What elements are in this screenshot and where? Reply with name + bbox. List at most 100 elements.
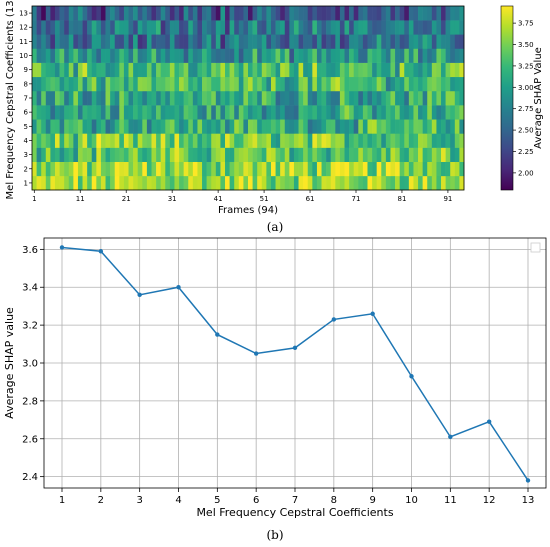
heatmap-cell <box>354 48 359 62</box>
heatmap-cell <box>372 48 377 62</box>
heatmap-cell <box>202 91 207 105</box>
heatmap-cell <box>115 162 120 176</box>
heatmap-cell <box>377 162 382 176</box>
heatmap-cell <box>303 77 308 91</box>
heatmap-cell <box>87 162 92 176</box>
heatmap-cell <box>289 162 294 176</box>
heatmap-cell <box>441 119 446 133</box>
heatmap-cell <box>285 34 290 48</box>
heatmap-cell <box>50 20 55 34</box>
heatmap-cell <box>239 91 244 105</box>
heatmap-cell <box>358 119 363 133</box>
heatmap-cell <box>184 34 189 48</box>
heatmap-cell <box>390 48 395 62</box>
heatmap-cell <box>285 148 290 162</box>
heatmap-cell <box>165 133 170 147</box>
heatmap-cell <box>83 20 88 34</box>
heatmap-cell <box>32 77 37 91</box>
heatmap-cell <box>450 77 455 91</box>
heatmap-cell <box>390 119 395 133</box>
heatmap-cell <box>211 133 216 147</box>
heatmap-cell <box>459 105 464 119</box>
heatmap-cell <box>349 133 354 147</box>
heatmap-cell <box>37 6 42 20</box>
heatmap-cell <box>197 91 202 105</box>
heatmap-cell <box>409 119 414 133</box>
heatmap-cell <box>262 63 267 77</box>
heatmap-cell <box>106 119 111 133</box>
heatmap-cell <box>193 105 198 119</box>
heatmap-cell <box>147 63 152 77</box>
heatmap-cell <box>289 133 294 147</box>
heatmap-cell <box>129 20 134 34</box>
heatmap-cell <box>317 63 322 77</box>
heatmap-cell <box>147 148 152 162</box>
heatmap-cell <box>151 119 156 133</box>
heatmap-cell <box>404 148 409 162</box>
heatmap-cell <box>87 176 92 190</box>
heatmap-cell <box>340 34 345 48</box>
heatmap-cell <box>441 48 446 62</box>
heatmap-cell <box>202 6 207 20</box>
heatmap-cell <box>184 20 189 34</box>
heatmap-cell <box>381 77 386 91</box>
heatmap-cell <box>161 34 166 48</box>
heatmap-cell <box>156 119 161 133</box>
heatmap-cell <box>423 48 428 62</box>
heatmap-cell <box>312 20 317 34</box>
heatmap-cell <box>197 176 202 190</box>
heatmap-cell <box>276 162 281 176</box>
heatmap-cell <box>202 176 207 190</box>
heatmap-cell <box>390 63 395 77</box>
heatmap-cell <box>312 162 317 176</box>
heatmap-cell <box>299 162 304 176</box>
heatmap-cell <box>262 148 267 162</box>
heatmap-cell <box>96 20 101 34</box>
heatmap-cell <box>436 162 441 176</box>
heatmap-cell <box>216 6 221 20</box>
heatmap-cell <box>299 6 304 20</box>
colorbar-tick-label: 2.00 <box>518 169 534 177</box>
heatmap-cell <box>119 6 124 20</box>
heatmap-cell <box>73 63 78 77</box>
colorbar: 2.002.252.502.753.003.253.503.75 Average… <box>501 6 544 190</box>
heatmap-cell <box>151 148 156 162</box>
heatmap-cell <box>248 119 253 133</box>
heatmap-cell <box>138 63 143 77</box>
heatmap-cell <box>432 91 437 105</box>
heatmap-cell <box>423 6 428 20</box>
heatmap-cell <box>303 119 308 133</box>
heatmap-cell <box>331 176 336 190</box>
heatmap-cell <box>354 119 359 133</box>
heatmap-cell <box>446 77 451 91</box>
heatmap-cell <box>202 133 207 147</box>
heatmap-cell <box>294 77 299 91</box>
heatmap-cell <box>303 48 308 62</box>
heatmap-cell <box>345 48 350 62</box>
heatmap-cell <box>299 105 304 119</box>
heatmap-cell <box>331 20 336 34</box>
heatmap-cell <box>147 77 152 91</box>
heatmap-cell <box>354 133 359 147</box>
heatmap-cell <box>418 77 423 91</box>
heatmap-cell <box>55 148 60 162</box>
heatmap-cell <box>101 20 106 34</box>
heatmap-cell <box>253 119 258 133</box>
heatmap-cell <box>234 34 239 48</box>
heatmap-cell <box>276 20 281 34</box>
heatmap-cell <box>110 91 115 105</box>
heatmap-cell <box>174 91 179 105</box>
heatmap-cell <box>83 176 88 190</box>
heatmap-cell <box>119 48 124 62</box>
heatmap-cell <box>367 105 372 119</box>
heatmap-cell <box>423 133 428 147</box>
heatmap-cell <box>124 77 129 91</box>
heatmap-cell <box>427 20 432 34</box>
heatmap-cell <box>243 48 248 62</box>
heatmap-cell <box>78 77 83 91</box>
heatmap-cell <box>101 162 106 176</box>
heatmap-cell <box>119 148 124 162</box>
heatmap-cell <box>248 20 253 34</box>
heatmap-cell <box>96 6 101 20</box>
heatmap-cell <box>294 20 299 34</box>
